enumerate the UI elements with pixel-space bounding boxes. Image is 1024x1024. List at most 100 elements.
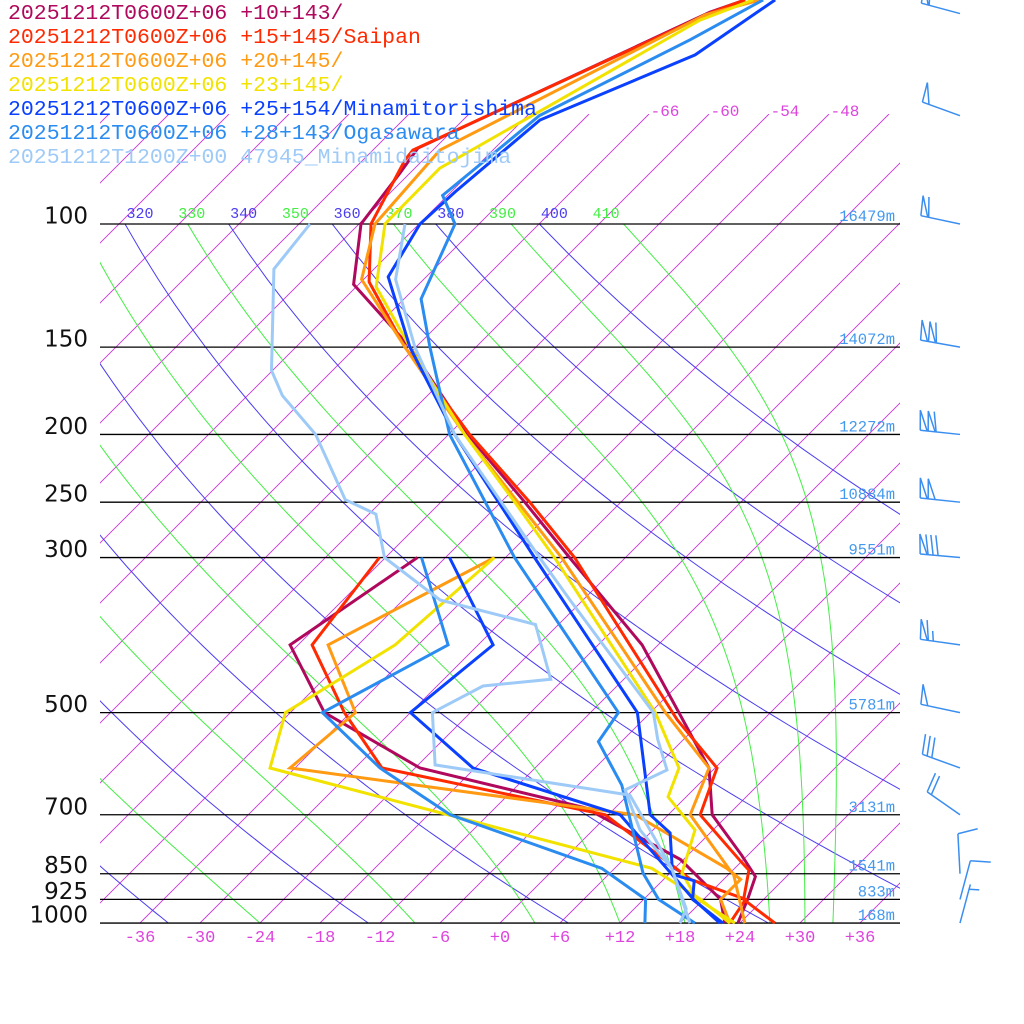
isotherm-line xyxy=(100,114,590,604)
wind-barb-full xyxy=(931,737,936,758)
wind-barb-pennant xyxy=(927,410,936,433)
height-label: 9551m xyxy=(848,542,895,560)
temperature-profile-line xyxy=(386,0,776,925)
temperature-profile-line xyxy=(352,0,758,924)
moist-adiabat-lines xyxy=(100,224,837,923)
axis-labels: 100 16479m 150 14072m 200 12272m 250 10884m 300 9… xyxy=(29,103,895,948)
temperature-tick-label: -18 xyxy=(305,929,336,948)
wind-barb-full xyxy=(930,534,934,556)
pressure-label: 500 xyxy=(44,692,88,718)
isotherm-line xyxy=(100,114,470,484)
legend-entry: 20251212T0600Z+06 +23+145/ xyxy=(8,74,344,98)
isotherm-line xyxy=(739,762,900,923)
dewpoint-profile-line xyxy=(319,557,648,924)
temperature-tick-label: +36 xyxy=(845,929,876,948)
wind-barb-pennant xyxy=(921,82,930,105)
wind-barb-staff xyxy=(920,703,961,714)
wind-barb-full xyxy=(928,0,931,6)
wind-barb-full xyxy=(925,534,929,555)
temperature-profile-line xyxy=(374,0,754,925)
wind-barb-full xyxy=(957,828,978,835)
isotherm-line xyxy=(439,462,900,923)
wind-barb-pennant xyxy=(919,477,928,499)
wind-barb-staff xyxy=(920,429,961,436)
height-label: 3131m xyxy=(848,799,895,817)
temperature-profile-line xyxy=(419,0,764,925)
wind-barb xyxy=(959,884,980,924)
wind-barb-staff xyxy=(922,753,961,769)
isotherm-line xyxy=(799,822,900,923)
wind-barb-pennant xyxy=(920,195,929,218)
dewpoint-profile-line xyxy=(269,223,688,924)
wind-barb-full xyxy=(926,735,931,757)
isotherm-line xyxy=(679,702,900,923)
wind-barb-staff xyxy=(922,101,961,117)
temperature-tick-label: +24 xyxy=(725,929,756,948)
isotherm-line xyxy=(619,642,900,923)
wind-barb-half xyxy=(931,630,935,642)
wind-barb xyxy=(920,684,961,714)
wind-barb xyxy=(920,0,961,15)
isotherm-line xyxy=(100,114,890,904)
temperature-tick-label: -6 xyxy=(430,929,450,948)
wind-barb-pennant xyxy=(919,409,928,432)
isotherm-line xyxy=(100,114,710,724)
isotherm-line xyxy=(100,114,290,304)
wind-barb xyxy=(957,828,978,874)
isotherm-line xyxy=(379,402,900,923)
wind-barb xyxy=(919,619,961,646)
isotherm-top-label: -54 xyxy=(771,103,800,121)
temperature-tick-label: -36 xyxy=(125,929,156,948)
pressure-label: 100 xyxy=(44,204,88,230)
temperature-profile-line xyxy=(367,0,776,925)
legend-entry: 20251212T1200Z+00 47945_Minamidaitojima xyxy=(8,146,512,170)
height-label: 833m xyxy=(858,883,895,901)
height-label: 10884m xyxy=(839,486,895,504)
isotherm-top-label: -48 xyxy=(831,103,860,121)
temperature-profile-line xyxy=(394,223,692,924)
wind-barb-full xyxy=(970,860,991,863)
pressure-label: 850 xyxy=(44,853,88,879)
dry-adiabat-lines xyxy=(100,224,900,923)
pressure-label: 700 xyxy=(44,794,88,820)
temperature-tick-label: +18 xyxy=(665,929,696,948)
wind-barb-pennant xyxy=(920,684,929,706)
dewpoint-profile-line xyxy=(288,556,727,924)
wind-barb-pennant xyxy=(927,321,937,343)
theta-label: 360 xyxy=(334,206,361,223)
legend-entry: 20251212T0600Z+06 +25+154/Minamitorishim… xyxy=(8,98,537,122)
theta-label: 350 xyxy=(282,206,309,223)
wind-barb-staff xyxy=(957,833,961,874)
isotherm-top-label: -60 xyxy=(711,103,740,121)
isotherm-line xyxy=(100,114,770,784)
isotherm-line xyxy=(199,222,900,923)
temperature-tick-label: -24 xyxy=(245,929,276,948)
wind-barb xyxy=(919,409,961,436)
dry-adiabat-line xyxy=(331,224,900,695)
height-label: 5781m xyxy=(848,697,895,715)
isotherm-line xyxy=(0,114,49,923)
theta-label: 390 xyxy=(489,206,516,223)
wind-barb-full xyxy=(926,772,937,793)
isotherm-line xyxy=(559,582,900,923)
isotherm-lines xyxy=(0,114,900,923)
height-label: 16479m xyxy=(839,208,895,226)
isotherm-line xyxy=(100,114,530,544)
isotherm-line xyxy=(319,342,900,923)
wind-barb-pennant xyxy=(919,319,929,342)
theta-label: 410 xyxy=(593,206,620,223)
wind-barb xyxy=(921,82,961,117)
temperature-profile-line xyxy=(359,0,761,924)
sounding-profiles xyxy=(268,0,776,925)
temperature-tick-label: +12 xyxy=(605,929,636,948)
temperature-tick-label: -12 xyxy=(365,929,396,948)
wind-barb xyxy=(959,860,991,900)
theta-label: 320 xyxy=(126,206,153,223)
wind-barb-full xyxy=(935,535,939,556)
wind-barb-full xyxy=(930,775,941,796)
wind-barbs xyxy=(919,0,991,924)
pressure-label: 150 xyxy=(44,327,88,353)
theta-label: 330 xyxy=(178,206,205,223)
legend-entry: 20251212T0600Z+06 +15+145/Saipan xyxy=(8,26,421,50)
wind-barb-staff xyxy=(921,2,961,15)
